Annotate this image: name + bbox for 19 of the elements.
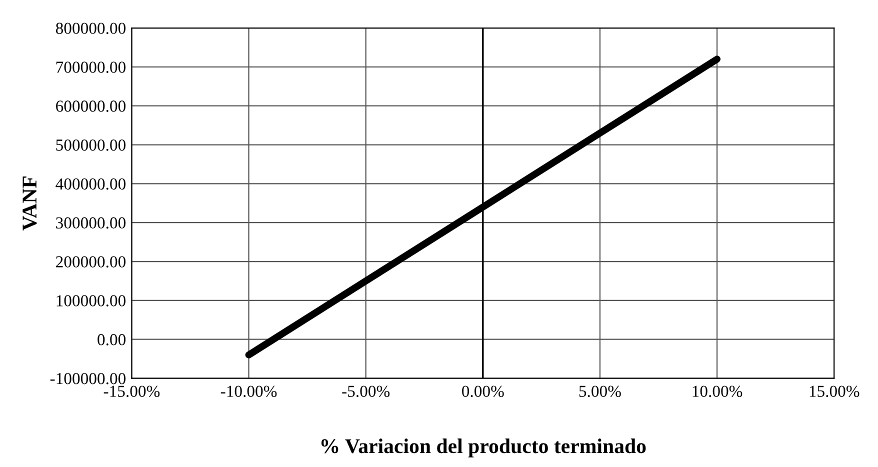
x-tick-label: 15.00% <box>810 386 860 398</box>
y-tick-label: 600000.00 <box>56 100 126 112</box>
y-tick-label: 500000.00 <box>56 139 126 151</box>
y-tick-label: 100000.00 <box>56 295 126 306</box>
y-tick-label: 0.00 <box>98 334 126 346</box>
x-tick-label: -10.00% <box>220 386 277 398</box>
x-tick-label: 10.00% <box>692 386 742 398</box>
y-tick-label: 200000.00 <box>56 256 126 268</box>
y-axis-title: VANF <box>22 176 37 230</box>
y-tick-label: 700000.00 <box>56 62 126 73</box>
y-tick-label: 300000.00 <box>56 217 126 229</box>
y-tick-label: 800000.00 <box>56 22 126 34</box>
x-tick-label: 5.00% <box>579 386 621 398</box>
x-tick-label: 0.00% <box>462 386 504 398</box>
y-tick-label: -100000.00 <box>50 372 126 384</box>
x-tick-label: -15.00% <box>104 386 160 398</box>
x-axis-title: % Variacion del producto terminado <box>321 438 646 458</box>
y-tick-label: 400000.00 <box>56 178 126 190</box>
x-tick-label: -5.00% <box>342 386 390 398</box>
